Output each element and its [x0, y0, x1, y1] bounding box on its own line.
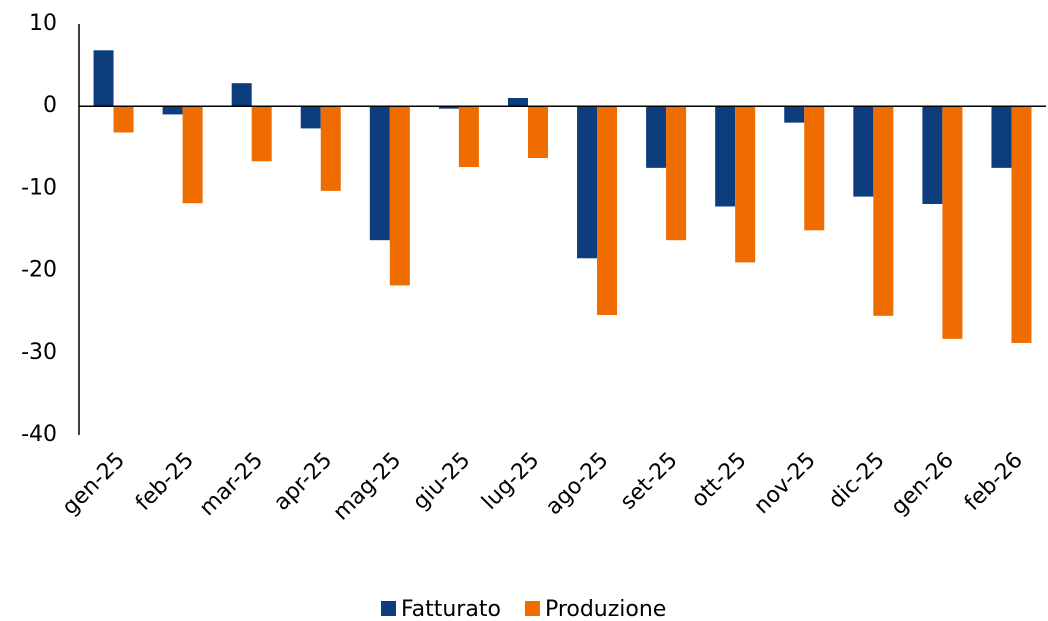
- legend-label: Produzione: [545, 597, 666, 621]
- bar: [320, 106, 341, 191]
- bar: [577, 106, 598, 259]
- bar: [162, 106, 183, 115]
- bar: [438, 106, 459, 109]
- bar: [113, 106, 134, 133]
- legend-swatch: [381, 601, 396, 616]
- y-tick-label: 10: [29, 11, 57, 36]
- y-tick-label: 0: [43, 93, 57, 118]
- x-tick-label: gen-26: [886, 448, 958, 520]
- bar: [182, 106, 203, 204]
- bar: [991, 106, 1012, 168]
- x-tick-label: feb-25: [131, 448, 199, 516]
- x-tick-label: ott-25: [687, 448, 752, 513]
- x-tick-label: ago-25: [541, 448, 613, 520]
- bar: [804, 106, 825, 231]
- x-tick-label: lug-25: [477, 448, 544, 515]
- bar: [458, 106, 479, 168]
- x-tick-label: feb-26: [960, 448, 1028, 516]
- bar: [251, 106, 272, 162]
- x-tick-label: mar-25: [195, 448, 268, 521]
- bar: [527, 106, 548, 158]
- y-tick-label: -30: [21, 340, 57, 365]
- y-tick-label: -20: [21, 258, 57, 283]
- x-tick-label: nov-25: [749, 448, 820, 519]
- legend: Fatturato Produzione: [381, 597, 666, 621]
- x-tick-label: mag-25: [329, 448, 407, 526]
- bar: [942, 106, 963, 339]
- x-tick-label: apr-25: [269, 448, 337, 516]
- bar: [1011, 106, 1032, 343]
- bar: [784, 106, 805, 123]
- bar: [597, 106, 618, 315]
- bar: [735, 106, 756, 263]
- bar: [853, 106, 874, 197]
- x-tick-label: dic-25: [824, 448, 890, 514]
- y-tick-label: -40: [21, 422, 57, 447]
- bar: [666, 106, 687, 241]
- bar: [922, 106, 943, 205]
- bar: [231, 83, 252, 107]
- bar: [300, 106, 321, 129]
- bar: [369, 106, 390, 241]
- y-tick-label: -10: [21, 175, 57, 200]
- bar: [389, 106, 410, 286]
- bar: [873, 106, 894, 316]
- bar: [715, 106, 736, 207]
- x-tick-label: set-25: [616, 448, 683, 515]
- bar: [507, 97, 528, 107]
- bar: [646, 106, 667, 168]
- x-tick-label: giu-25: [408, 448, 475, 515]
- legend-label: Fatturato: [401, 597, 501, 621]
- x-tick-label: gen-25: [58, 448, 130, 520]
- bar: [93, 50, 114, 107]
- legend-swatch: [524, 601, 540, 616]
